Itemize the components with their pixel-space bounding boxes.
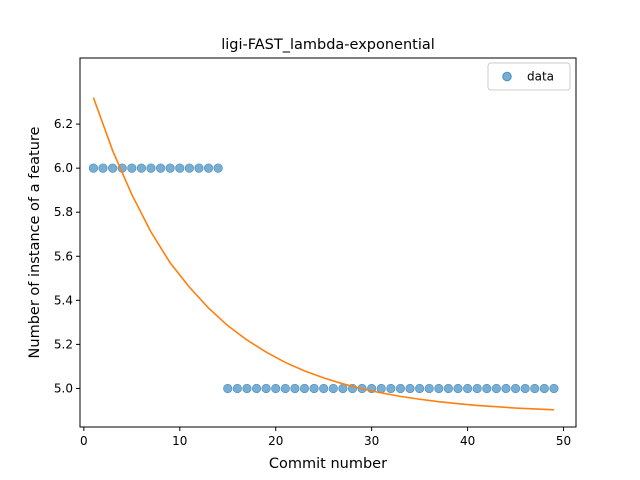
data-point [213, 163, 223, 173]
data-point [146, 163, 156, 173]
x-tick-label: 40 [460, 434, 475, 448]
data-point [98, 163, 108, 173]
y-tick-label: 5.8 [54, 205, 73, 219]
data-point [108, 163, 118, 173]
data-point [232, 383, 242, 394]
data-point [395, 383, 406, 394]
data-point [424, 383, 434, 394]
data-point [462, 383, 473, 394]
x-axis: 0 10 20 30 40 50 [80, 427, 571, 448]
data-point [127, 163, 137, 173]
data-point [203, 163, 214, 173]
y-tick-label: 5.0 [54, 381, 73, 395]
data-point [290, 383, 300, 394]
data-point [223, 383, 233, 394]
chart-title: ligi-FAST_lambda-exponential [221, 37, 435, 53]
y-axis-label: Number of instance of a feature [27, 126, 43, 358]
x-tick-label: 0 [80, 434, 88, 448]
data-point [434, 383, 444, 394]
y-tick-label: 5.2 [54, 337, 73, 351]
data-point [539, 383, 549, 394]
y-axis: 5.0 5.2 5.4 5.6 5.8 6.0 6.2 [54, 117, 80, 395]
data-point [549, 383, 559, 394]
y-tick-label: 5.4 [54, 293, 73, 307]
data-point [443, 383, 454, 394]
data-point [299, 383, 310, 394]
data-point [261, 383, 271, 394]
data-point [155, 163, 166, 173]
data-point [501, 383, 511, 394]
plot-frame [79, 57, 577, 428]
data-point [415, 383, 425, 394]
data-point [453, 383, 463, 394]
data-point [386, 383, 396, 394]
data-point [309, 383, 319, 394]
data-point [194, 163, 204, 173]
data-point [175, 163, 185, 173]
data-point [319, 383, 329, 394]
data-point [530, 383, 540, 394]
x-axis-label: Commit number [269, 456, 387, 472]
legend-marker-data [502, 71, 512, 82]
legend-label-data: data [527, 70, 554, 84]
data-point [520, 383, 530, 394]
x-tick-label: 10 [172, 434, 187, 448]
plot-marks [88, 97, 559, 411]
y-tick-label: 5.6 [54, 249, 73, 263]
x-tick-label: 30 [364, 434, 379, 448]
y-tick-label: 6.2 [54, 117, 73, 131]
legend: data [487, 62, 571, 91]
x-tick-label: 20 [268, 434, 283, 448]
legend-box [487, 62, 571, 91]
data-point [271, 383, 281, 394]
x-tick-label: 50 [556, 434, 571, 448]
data-point [88, 163, 99, 173]
data-point [472, 383, 482, 394]
data-point [184, 163, 194, 173]
data-point [242, 383, 252, 394]
data-point [328, 383, 338, 394]
data-point [136, 163, 147, 173]
y-tick-label: 6.0 [54, 161, 73, 175]
data-point [165, 163, 175, 173]
fit-line [92, 97, 554, 411]
data-point [251, 383, 262, 394]
data-point [491, 383, 501, 394]
data-point [510, 383, 521, 394]
data-point [482, 383, 492, 394]
data-point [405, 383, 415, 394]
data-point [280, 383, 290, 394]
